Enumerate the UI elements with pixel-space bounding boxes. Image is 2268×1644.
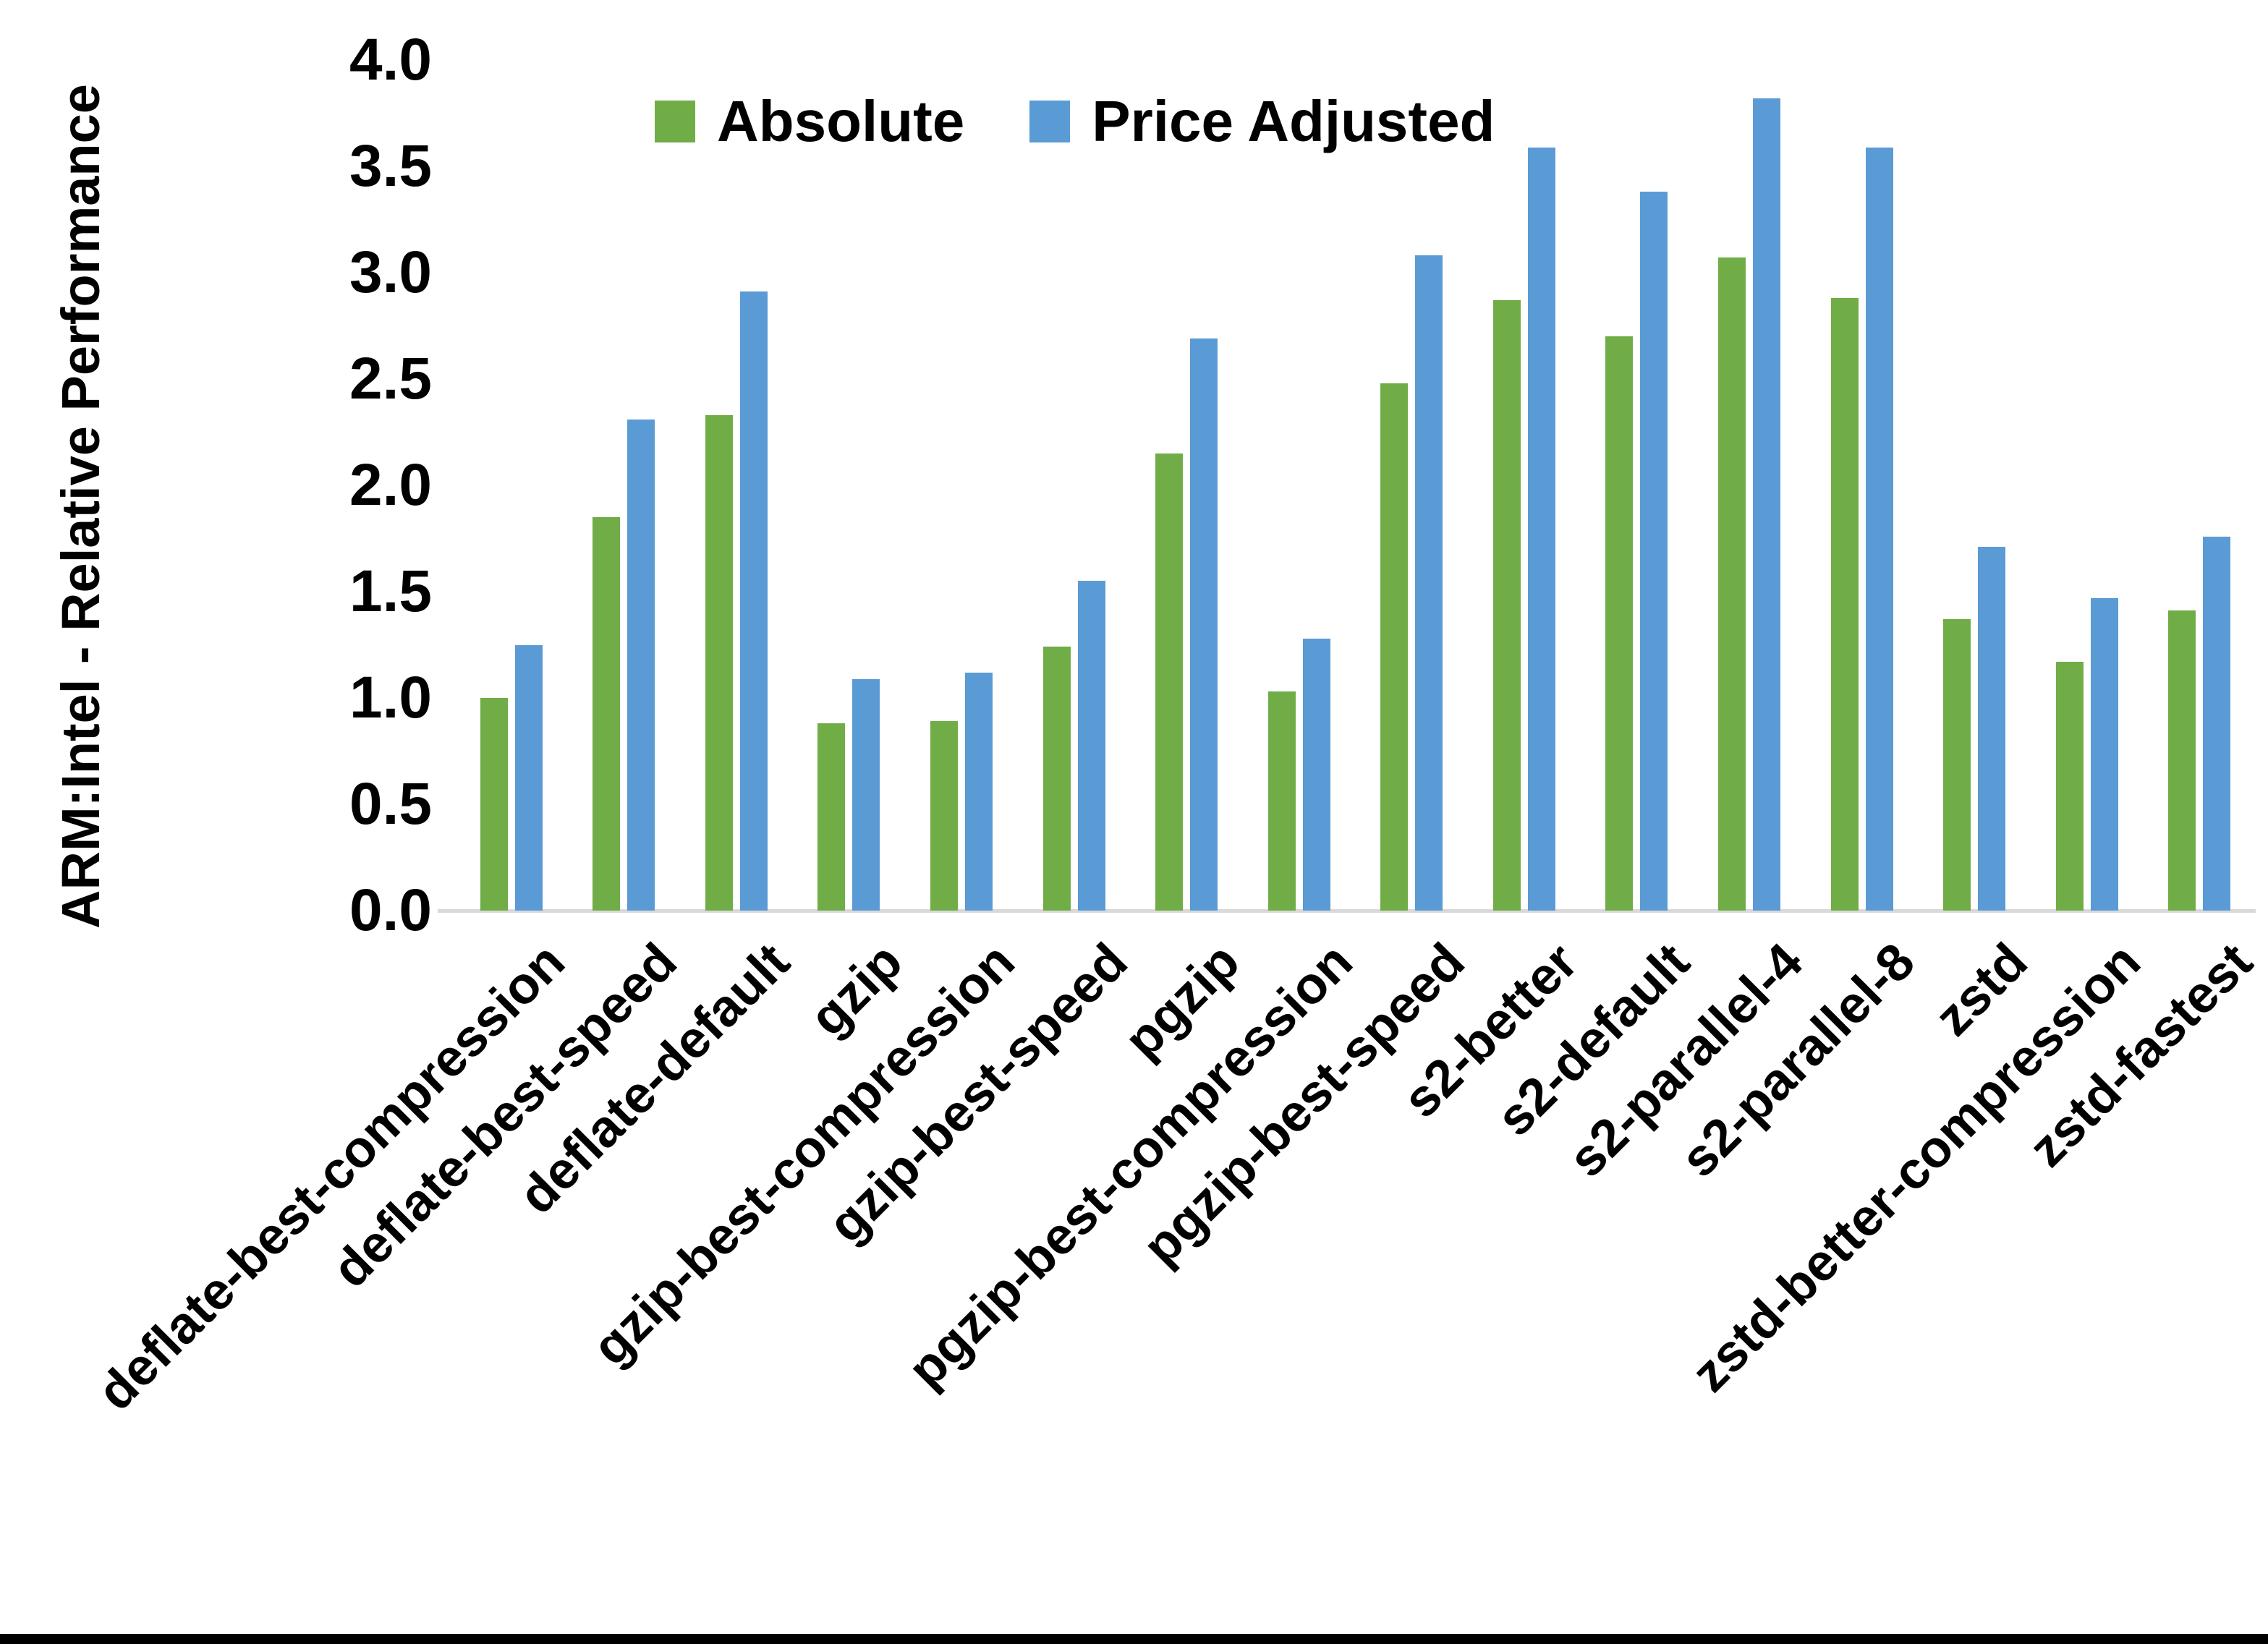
legend-label-price-adjusted: Price Adjusted [1092,89,1495,153]
bar-price-adjusted [514,644,543,911]
bar-price-adjusted [965,672,993,911]
bar-absolute [705,414,733,911]
bar-price-adjusted [627,419,655,911]
y-tick-label: 2.5 [349,346,432,412]
y-tick-label: 3.5 [349,133,432,199]
legend-item-price-adjusted: Price Adjusted [1029,88,1495,155]
legend: Absolute Price Adjusted [655,88,1495,155]
y-tick-label: 0.0 [349,877,432,943]
bar-absolute [1943,619,1971,911]
bar-price-adjusted [1527,147,1555,911]
bar-absolute [1605,336,1634,911]
y-tick-label: 2.0 [349,452,432,518]
bar-price-adjusted [1077,581,1105,911]
x-axis-line [438,909,2256,913]
bar-price-adjusted [2090,597,2118,911]
bar-price-adjusted [1415,255,1443,911]
bar-absolute [2168,610,2196,911]
legend-label-absolute: Absolute [717,89,965,153]
legend-swatch [1029,101,1071,142]
bar-absolute [817,723,846,911]
bar-absolute [593,517,621,911]
legend-swatch [655,101,695,142]
bar-absolute [1717,257,1746,911]
y-tick-label: 1.5 [349,558,432,624]
bar-absolute [480,698,508,911]
bar-absolute [1380,383,1409,911]
bar-price-adjusted [1978,547,2006,911]
bar-price-adjusted [1190,338,1218,911]
y-axis-title: ARM:Intel - Relative Performance [51,84,111,929]
bar-absolute [1042,647,1071,911]
y-tick-label: 3.0 [349,239,432,305]
bar-price-adjusted [2203,536,2231,911]
bar-price-adjusted [1640,192,1668,911]
bar-absolute [1155,453,1184,911]
bar-price-adjusted [852,678,880,911]
bar-price-adjusted [1865,147,1893,911]
bar-absolute [930,721,959,911]
y-tick-label: 4.0 [349,27,432,93]
bar-absolute [1267,691,1296,911]
bar-absolute [1492,300,1521,911]
x-tick-label: deflate-best-compression [86,932,576,1422]
bottom-border [0,1634,2268,1644]
bar-price-adjusted [1302,638,1330,911]
bar-price-adjusted [739,291,768,911]
bar-price-adjusted [1752,98,1780,911]
bar-absolute [1830,298,1859,911]
legend-item-absolute: Absolute [655,88,964,155]
y-tick-label: 0.5 [349,771,432,837]
y-tick-label: 1.0 [349,665,432,731]
bar-absolute [2055,662,2084,911]
